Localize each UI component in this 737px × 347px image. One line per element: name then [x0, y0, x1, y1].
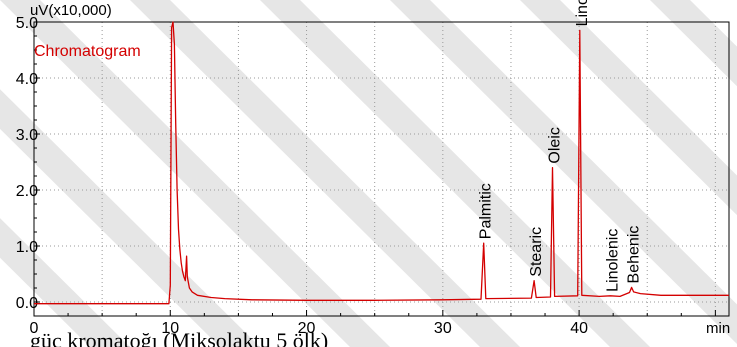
watermark-stripe — [130, 0, 520, 347]
y-tick-label: 0.0 — [16, 295, 38, 312]
peak-labels: Palmitic Stearic Oleic Linoleic Linolenic Beh… — [478, 0, 643, 292]
plot-area — [34, 21, 729, 305]
y-tick-label: 3.0 — [16, 127, 38, 144]
grid — [34, 22, 729, 316]
y-tick-label: 4.0 — [16, 71, 38, 88]
watermark-stripe — [0, 0, 390, 347]
y-tick-label: 5.0 — [16, 15, 38, 32]
peak-label: Palmitic — [478, 183, 495, 239]
figure-caption: güç kromatoğı (Miksolaktu 5 ölk) — [30, 328, 329, 347]
peak-label: Linoleic — [574, 0, 591, 26]
x-tick-label: 20 — [298, 320, 316, 337]
peak-label: Stearic — [528, 227, 545, 277]
x-tick-label: 10 — [161, 320, 179, 337]
watermark-stripe — [520, 0, 737, 216]
watermark-stripe — [260, 0, 650, 347]
peak-label: Oleic — [547, 127, 564, 163]
chromatogram-trace — [34, 21, 729, 305]
watermark-stripe — [0, 89, 260, 347]
watermark-stripe — [390, 0, 737, 345]
watermark-stripe — [0, 218, 130, 347]
peak-label: Linolenic — [604, 229, 621, 292]
axes — [33, 21, 730, 317]
x-axis-unit-label: min — [706, 320, 730, 337]
plot-frame — [33, 21, 730, 317]
y-tick-label: 2.0 — [16, 183, 38, 200]
y-tick-label: 1.0 — [16, 239, 38, 256]
y-axis-unit-label: uV(x10,000) — [30, 2, 112, 19]
x-tick-label: 40 — [570, 320, 588, 337]
peak-label: Behenic — [626, 226, 643, 284]
x-tick-label: 30 — [434, 320, 452, 337]
x-tick-label: 0 — [30, 320, 39, 337]
chart-title: Chromatogram — [34, 43, 141, 60]
ticks: 0 10 20 30 40 0.0 1.0 2.0 3.0 4.0 5.0 — [16, 15, 716, 337]
